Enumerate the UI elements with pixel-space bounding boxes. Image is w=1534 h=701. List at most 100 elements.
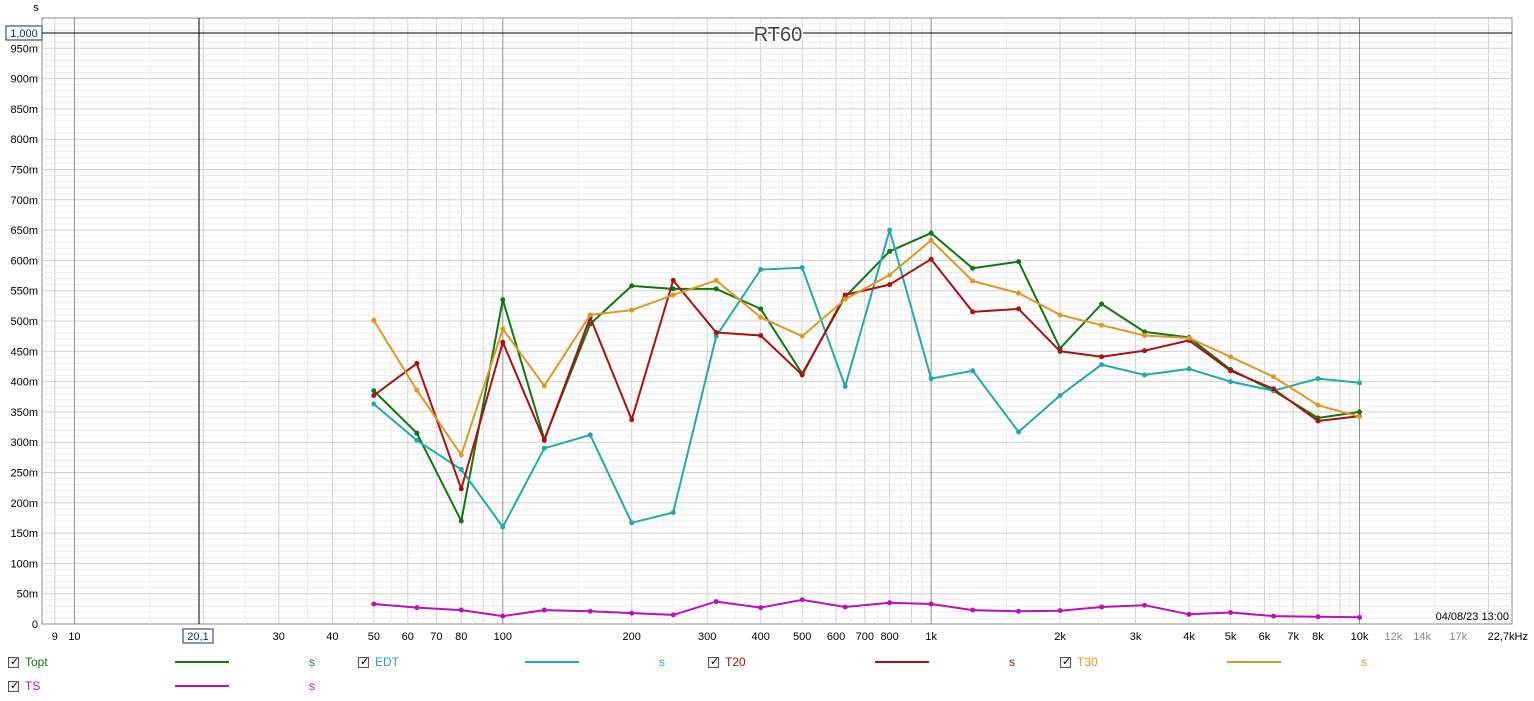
data-point-ts <box>371 601 377 607</box>
data-point-edt <box>1142 372 1148 378</box>
legend-unit-topt: s <box>309 655 315 669</box>
y-tick-label: 550m <box>10 286 38 298</box>
major-grid-lines <box>73 18 1360 624</box>
y-tick-label: 50m <box>17 589 38 601</box>
x-tick-label: 400 <box>752 631 770 643</box>
x-tick-label: 7k <box>1287 631 1299 643</box>
data-point-t30 <box>713 277 719 283</box>
data-point-t20 <box>414 360 420 366</box>
x-tick-label: 700 <box>856 631 874 643</box>
legend-label-ts: TS <box>25 679 41 693</box>
checkbox-checked-icon[interactable]: ✓ <box>8 655 20 668</box>
data-point-t20 <box>758 333 764 339</box>
y-tick-label: 900m <box>10 74 38 86</box>
data-point-edt <box>500 524 506 530</box>
y-tick-label: 0 <box>32 619 38 631</box>
data-point-ts <box>670 612 676 618</box>
legend-item-edt[interactable]: ✓ EDT s <box>358 651 679 673</box>
x-tick-label: 4k <box>1183 631 1195 643</box>
y-cursor-label-box <box>5 25 43 41</box>
legend-label-edt: EDT <box>375 655 399 669</box>
data-point-edt <box>1057 393 1063 399</box>
data-point-edt <box>1099 362 1105 368</box>
y-tick-label: 200m <box>10 498 38 510</box>
data-point-t30 <box>842 296 848 302</box>
data-point-edt <box>713 333 719 339</box>
legend-swatch-topt <box>175 661 229 663</box>
data-point-edt <box>458 466 464 472</box>
legend-swatch-ts <box>175 685 229 687</box>
data-point-edt <box>1315 376 1321 382</box>
data-point-t30 <box>541 383 547 389</box>
data-point-ts <box>1271 613 1277 619</box>
data-point-topt <box>1016 259 1022 265</box>
x-cursor-label: 20,1 <box>187 631 208 643</box>
data-point-t20 <box>713 330 719 336</box>
legend-item-topt[interactable]: ✓ Topt s <box>8 651 329 673</box>
x-tick-label: 12k <box>1385 631 1403 643</box>
checkbox-checked-icon[interactable]: ✓ <box>358 655 370 668</box>
y-tick-label: 800m <box>10 134 38 146</box>
series-line-t30 <box>372 239 1360 456</box>
checkbox-checked-icon[interactable]: ✓ <box>8 679 20 692</box>
data-point-edt <box>1016 429 1022 435</box>
y-axis-ticks: 0 50m 100m 150m 200m 250m 300m 350m 400m 450m 500m… <box>10 43 38 631</box>
data-point-topt <box>629 283 635 289</box>
y-cursor-label: 1,000 <box>10 28 38 40</box>
x-tick-label: 17k <box>1449 631 1467 643</box>
data-point-topt <box>414 430 420 436</box>
x-tick-label: 8k <box>1312 631 1324 643</box>
rt60-chart[interactable]: s RT60 0 50m 100m 150m 200m 250m 300m 350m 400m 4… <box>0 0 1534 650</box>
data-point-topt <box>758 306 764 312</box>
x-tick-label: 40 <box>326 631 338 643</box>
data-point-t30 <box>1099 322 1105 328</box>
data-point-t20 <box>371 393 377 399</box>
checkbox-checked-icon[interactable]: ✓ <box>1060 655 1072 668</box>
y-axis-unit-label: s <box>33 2 39 14</box>
y-tick-label: 700m <box>10 195 38 207</box>
data-point-ts <box>1142 602 1148 608</box>
y-tick-label: 650m <box>10 225 38 237</box>
x-tick-label: 600 <box>827 631 845 643</box>
series-line-ts <box>373 598 1360 619</box>
x-tick-label: 50 <box>368 631 380 643</box>
legend-item-t20[interactable]: ✓ T20 s <box>708 651 1029 673</box>
data-point-t30 <box>928 237 934 243</box>
data-point-t30 <box>1271 374 1277 380</box>
x-tick-label: 70 <box>430 631 442 643</box>
y-tick-label: 100m <box>10 558 38 570</box>
x-tick-label: 500 <box>793 631 811 643</box>
data-point-t30 <box>758 314 764 320</box>
data-point-ts <box>887 600 893 606</box>
data-point-t30 <box>1057 312 1063 318</box>
x-tick-label: 10k <box>1351 631 1369 643</box>
y-tick-label: 350m <box>10 407 38 419</box>
data-point-topt <box>970 265 976 271</box>
x-axis-ticks: 9 10 30 40 50 60 70 80 100 200 300 400 500 600 700 800 1… <box>52 631 1528 643</box>
chart-title: RT60 <box>754 24 803 46</box>
legend-item-ts[interactable]: ✓ TS s <box>8 675 329 697</box>
legend-unit-edt: s <box>659 655 665 669</box>
legend-item-t30[interactable]: ✓ T30 s <box>1060 651 1381 673</box>
y-tick-label: 950m <box>10 43 38 55</box>
data-point-t20 <box>1099 354 1105 360</box>
data-point-edt <box>799 265 805 271</box>
y-tick-label: 150m <box>10 528 38 540</box>
data-point-t20 <box>629 417 635 423</box>
data-point-edt <box>541 445 547 451</box>
data-point-edt <box>670 509 676 515</box>
data-point-t30 <box>458 452 464 458</box>
checkbox-checked-icon[interactable]: ✓ <box>708 655 720 668</box>
series-line-t20 <box>373 258 1360 490</box>
data-point-t30 <box>670 292 676 298</box>
data-point-ts <box>970 607 976 613</box>
series-ts <box>371 597 1362 620</box>
data-point-edt <box>1228 379 1234 385</box>
data-point-t30 <box>970 278 976 284</box>
y-tick-label: 450m <box>10 346 38 358</box>
data-point-topt <box>500 297 506 303</box>
legend-unit-ts: s <box>309 679 315 693</box>
data-point-t30 <box>1142 333 1148 339</box>
series-t20 <box>371 256 1362 492</box>
data-point-t20 <box>799 372 805 378</box>
